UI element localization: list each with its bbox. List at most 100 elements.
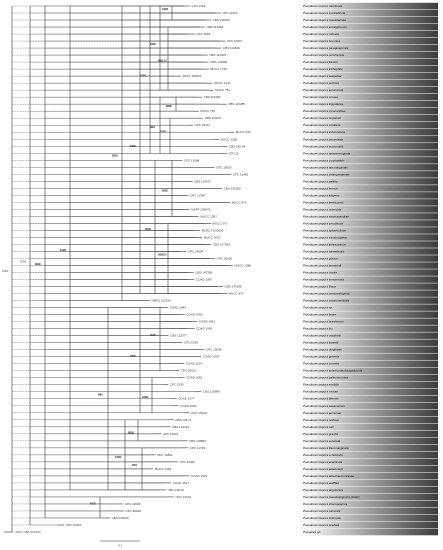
support-value: 100/1	[128, 430, 135, 434]
species-band	[300, 164, 438, 171]
species-band	[300, 136, 438, 143]
support-value: 100/1	[130, 354, 137, 358]
tip-strain: COAD 1087	[196, 278, 213, 282]
tip-strain: MUCC 752	[215, 88, 230, 92]
tip-species: Pseudocercospora indonesiana	[303, 130, 345, 134]
species-band	[300, 129, 438, 136]
tip-strain: CPC 1263	[192, 4, 206, 8]
species-band	[300, 381, 438, 389]
tip-species: Pseudocercospora cercidicola	[303, 221, 343, 225]
support-value: 93/0.98	[158, 59, 167, 63]
species-band	[300, 58, 438, 66]
species-band	[300, 367, 438, 374]
tip-species: Pseudocercospora glauca	[303, 256, 338, 260]
tip-strain: CPC 20020	[217, 256, 233, 260]
tip-strain: CBS 147388	[225, 285, 242, 289]
species-band	[300, 465, 438, 473]
tip-strain: MUCC 873	[228, 292, 243, 296]
species-band	[300, 304, 438, 311]
tip-strain: CBS 130025	[112, 516, 129, 520]
tip-strain: CPC 22698	[125, 502, 141, 506]
support-value: 100/1	[115, 455, 122, 459]
support-value: 99/1	[90, 501, 96, 505]
tip-species: Pseudocercospora lonicericola	[303, 278, 344, 282]
species-band	[300, 16, 438, 24]
species-band	[300, 479, 438, 487]
tip-species: Pseudocercospora sp.	[303, 306, 333, 310]
tip-species: Pseudocercospora tamarindi	[303, 263, 342, 267]
tip-strain: CBS 116405	[209, 53, 226, 57]
species-band	[300, 51, 438, 59]
tip-species: Pseudocercospora fici	[303, 327, 333, 331]
species-band	[300, 472, 438, 480]
tip-strain: CPC 11739	[190, 446, 206, 450]
species-band	[300, 9, 438, 17]
support-value: 100/1	[162, 7, 169, 11]
tip-species: Pseudocercospora pallida	[303, 179, 338, 183]
species-band	[300, 122, 438, 129]
tip-strain: CPC 14094	[188, 249, 204, 253]
species-band	[300, 346, 438, 353]
tip-species: Pseudocercospora nogalesii	[303, 116, 341, 120]
species-band	[300, 339, 438, 346]
tip-species: Pseudocercospora eustomatis	[303, 144, 344, 148]
tip-species: Pseudocercospora fijiensis	[303, 397, 339, 401]
tip-species: Pseudocercospora sphaerulinae	[303, 228, 346, 232]
tip-strain: CPC 14734	[175, 495, 191, 499]
tip-strain: CBS 113285	[228, 102, 245, 106]
support-value: 100/1	[162, 188, 169, 192]
tip-strain: CPC 11668	[184, 158, 200, 162]
tip-strain: CBS 242.94	[229, 144, 246, 148]
species-band	[300, 514, 438, 522]
tip-strain: CBS 122312	[172, 425, 189, 429]
tip-species: Pseudocercospora eumusae	[303, 411, 342, 415]
support-value: 96/1	[162, 188, 168, 192]
species-band	[300, 360, 438, 367]
tip-strain: CPC 10397	[227, 39, 243, 43]
tip-strain: CPC 13048	[206, 348, 222, 352]
support-value: 99/1	[35, 262, 41, 266]
tip-species: Pseudocercospora cryptomeriicola	[303, 299, 349, 303]
species-band	[300, 30, 438, 38]
tip-species: Pseudocercospora sambucigena	[303, 235, 347, 239]
support-value: 100/1	[142, 395, 149, 399]
species-band	[300, 199, 438, 206]
tip-strain: CPC 20021	[181, 369, 197, 373]
species-band	[300, 409, 438, 417]
tip-species: Pseudocercospora pancratii	[303, 509, 341, 513]
tip-species: Pseudocercospora trichophila	[303, 67, 343, 71]
tip-strain: CPC 11512	[222, 11, 238, 15]
tip-species: Pseudocercospora fraxinii	[303, 60, 338, 64]
species-band	[300, 416, 438, 424]
tip-species: Pseudocercospora musae	[303, 390, 338, 394]
tip-species: Pseudocercospora epispermogonia	[303, 151, 351, 155]
support-value: 100/1	[140, 74, 147, 78]
species-band	[300, 255, 438, 262]
species-band	[300, 325, 438, 332]
tip-species: Pseudocercospora pouzolziae	[303, 137, 344, 141]
tip-species: Pseudocercospora schizolobii	[303, 453, 343, 457]
species-band	[300, 521, 438, 529]
species-band	[300, 486, 438, 494]
species-band	[300, 493, 438, 501]
tip-species: Pseudocercospora bixae	[303, 313, 336, 317]
species-band	[300, 332, 438, 339]
tip-strain: COAD 1002	[180, 404, 197, 408]
tip-species: Pseudocercospora brunnea	[303, 39, 340, 43]
support-value: 100/1	[160, 130, 167, 134]
species-band	[300, 269, 438, 276]
species-band	[300, 402, 438, 410]
support-value: 98/1	[166, 104, 172, 108]
tip-species: Pseudocercospora paraguayensis	[303, 46, 349, 50]
tip-strain: CBS 110999	[203, 390, 220, 394]
species-band	[300, 86, 438, 94]
species-band	[300, 430, 438, 438]
support-value: 100/1	[158, 252, 165, 256]
tip-strain: CPC 12802	[157, 453, 173, 457]
tip-strain: CBS 114826	[223, 46, 240, 50]
tip-species: Pseudocercospora wulffiae	[303, 481, 339, 485]
species-band	[300, 395, 438, 403]
tip-strain: CPC 11	[228, 151, 239, 155]
species-band	[300, 100, 438, 108]
species-band	[300, 458, 438, 466]
